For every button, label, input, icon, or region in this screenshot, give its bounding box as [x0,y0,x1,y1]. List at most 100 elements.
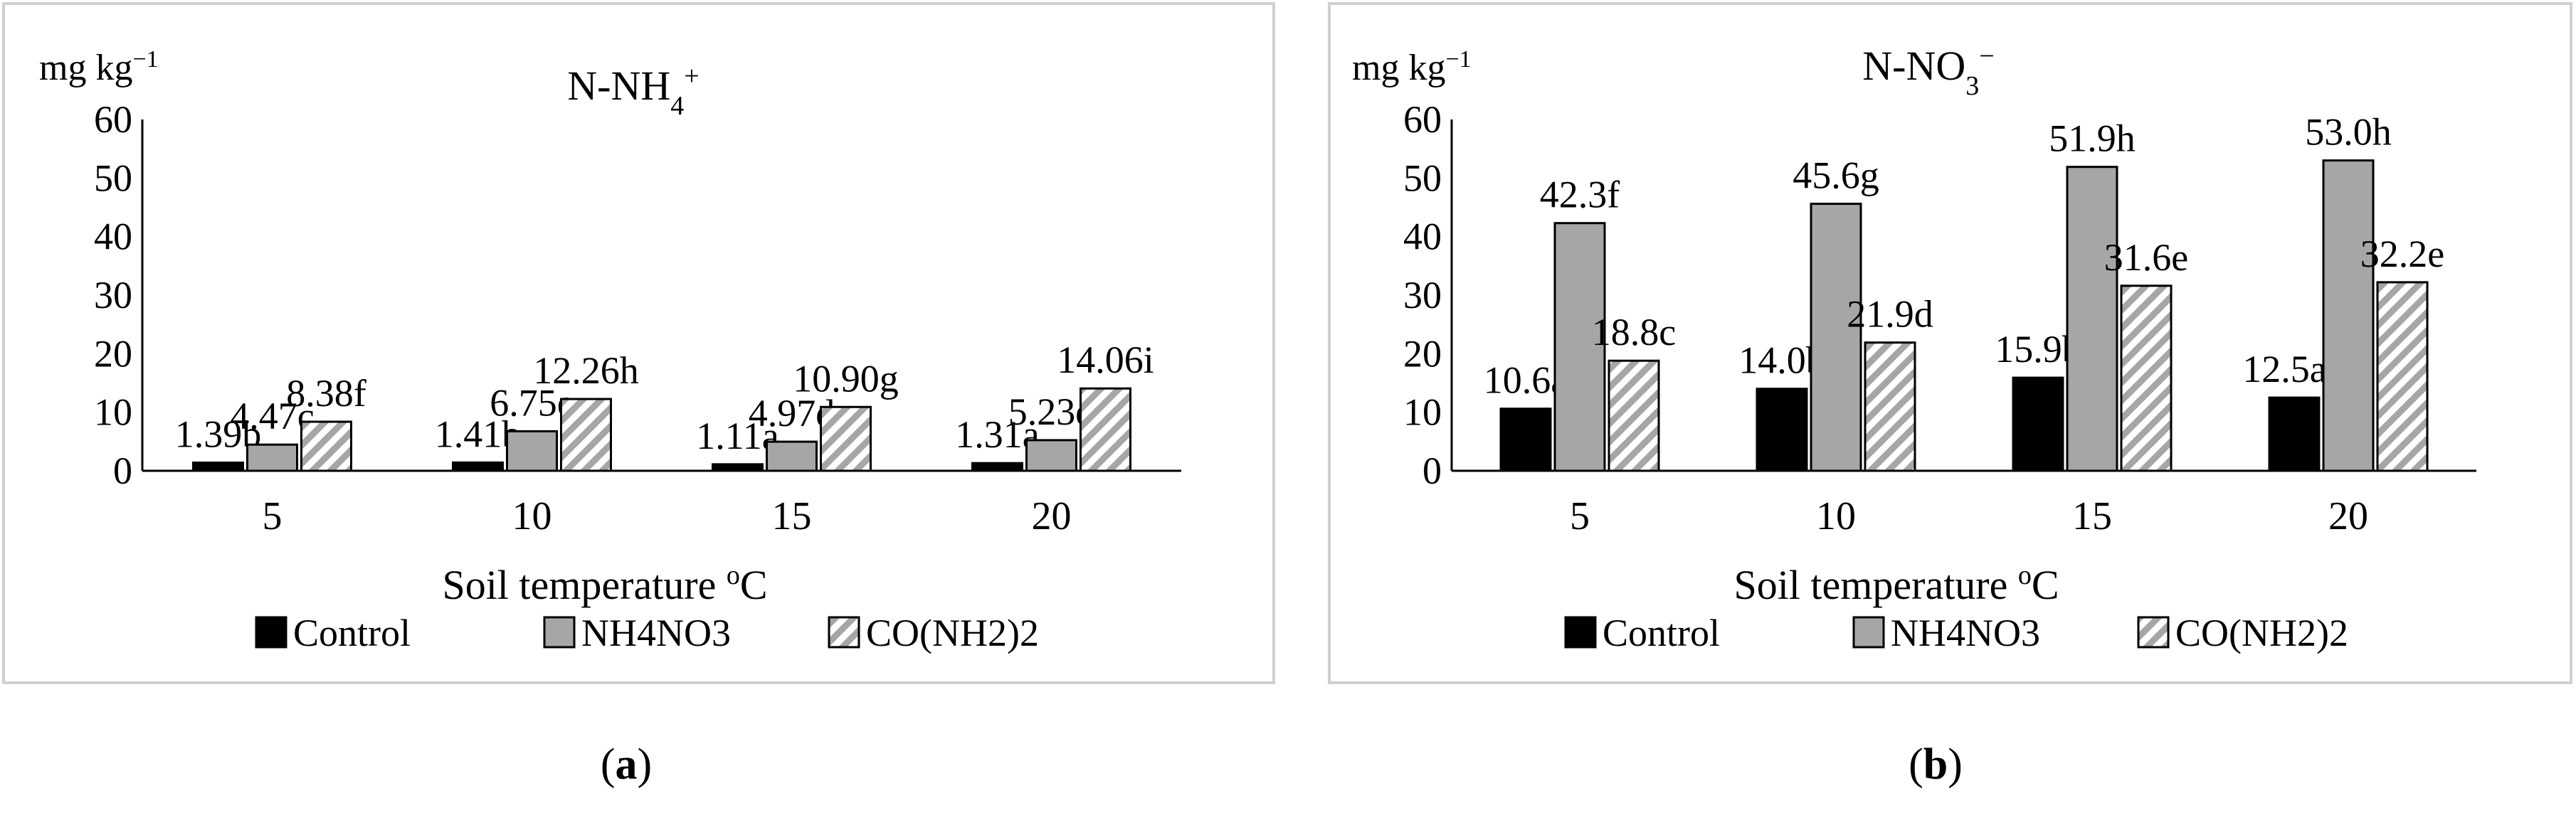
data-label: 12.26h [533,349,639,392]
x-tick-label: 10 [512,494,552,538]
x-axis-title: Soil temperature oC [442,560,767,608]
legend-label: CO(NH2)2 [866,612,1039,654]
y-unit-label: mg kg−1 [39,46,159,89]
legend-label: NH4NO3 [581,612,731,654]
caption-open: ( [601,740,616,789]
bar-co-nh2-2 [1864,341,1916,472]
y-unit-sup: −1 [1445,46,1471,73]
y-tick-label: 10 [1403,391,1442,434]
y-tick-label: 0 [1422,449,1442,492]
chart-title-sup: + [684,61,699,91]
caption-open: ( [1909,740,1923,789]
bar-co-nh2-2 [560,398,612,472]
y-tick-label: 30 [94,274,132,316]
legend-label: NH4NO3 [1891,612,2040,654]
bar-control [452,461,504,472]
y-tick-label: 50 [94,156,132,199]
legend-swatch [1564,616,1597,649]
legend-label: Control [1603,612,1720,654]
bar-control [1756,388,1808,472]
data-label: 32.2e [2360,233,2444,275]
caption-close: ) [638,740,653,789]
chart-title-main: N-NO [1862,43,1965,89]
panel-frame [2,2,1275,684]
x-axis-title-main: Soil temperature [442,562,726,608]
x-tick-label: 5 [263,494,283,538]
x-tick-label: 20 [1032,494,1072,538]
data-label: 18.8c [1592,311,1676,353]
bar-co-nh2-2 [2376,281,2429,472]
bar-control [971,462,1023,472]
data-label: 1.11a [696,415,778,457]
caption-letter: a [616,740,638,789]
bar-control [2012,376,2064,472]
data-label: 51.9h [2049,117,2136,160]
bar-nh4no3 [766,440,818,472]
legend-swatch [828,616,860,649]
x-tick-label: 20 [2328,494,2368,538]
y-tick-label: 30 [1403,274,1442,316]
x-tick-label: 15 [2072,494,2112,538]
panel-caption: (a) [601,740,652,789]
data-label: 53.0h [2305,111,2392,154]
bar-co-nh2-2 [1080,387,1131,472]
x-axis-title: Soil temperature oC [1733,560,2059,608]
y-tick-label: 60 [94,98,132,141]
data-label: 4.47c [230,395,314,437]
bar-control [2268,396,2321,472]
x-axis-title-sup: o [727,560,740,590]
y-unit-main: mg kg [1352,48,1445,88]
bar-nh4no3 [2066,166,2118,472]
chart-title-main: N-NH [567,63,670,109]
y-tick-label: 60 [1403,98,1442,141]
legend-label: Control [293,612,411,654]
bar-nh4no3 [2322,159,2375,472]
bar-co-nh2-2 [2120,284,2173,472]
y-tick-label: 40 [1403,215,1442,258]
chart-title: N-NO3− [1862,41,1994,101]
x-tick-label: 10 [1816,494,1856,538]
y-unit-sup: −1 [132,46,158,73]
data-label: 6.75e [490,381,574,424]
panel-caption: (b) [1909,740,1963,789]
caption-close: ) [1948,740,1963,789]
legend-swatch [1852,616,1885,649]
bar-nh4no3 [246,443,298,472]
data-label: 31.6e [2104,236,2188,279]
chart-title-sub: 3 [1965,71,1979,101]
legend-swatch [255,616,287,649]
y-tick-label: 0 [113,449,132,492]
data-label: 10.90g [793,357,899,400]
x-axis-title-main: Soil temperature [1733,562,2017,608]
x-axis-title-sup: o [2018,560,2032,590]
y-unit-main: mg kg [39,48,132,88]
y-tick-label: 20 [94,332,132,375]
x-axis-title-tail: C [740,562,768,608]
y-tick-label: 10 [94,391,132,434]
legend-swatch [2137,616,2170,649]
y-unit-label: mg kg−1 [1352,46,1472,89]
caption-letter: b [1923,740,1948,789]
bar-control [712,463,764,472]
x-tick-label: 15 [772,494,812,538]
y-tick-label: 50 [1403,156,1442,199]
chart-title-sub: 4 [670,91,684,121]
bar-co-nh2-2 [300,420,352,472]
bar-co-nh2-2 [820,405,872,472]
bar-nh4no3 [1553,222,1606,472]
x-tick-label: 5 [1570,494,1590,538]
data-label: 45.6g [1793,154,1879,197]
bar-nh4no3 [1810,203,1862,472]
data-label: 14.06i [1057,339,1154,381]
data-label: 21.9d [1847,293,1933,336]
bar-nh4no3 [1025,439,1077,472]
legend-label: CO(NH2)2 [2175,612,2348,654]
y-tick-label: 40 [94,215,132,258]
y-tick-label: 20 [1403,332,1442,375]
bar-control [192,462,244,472]
chart-title-sup: − [1979,41,1994,71]
legend-swatch [543,616,576,649]
